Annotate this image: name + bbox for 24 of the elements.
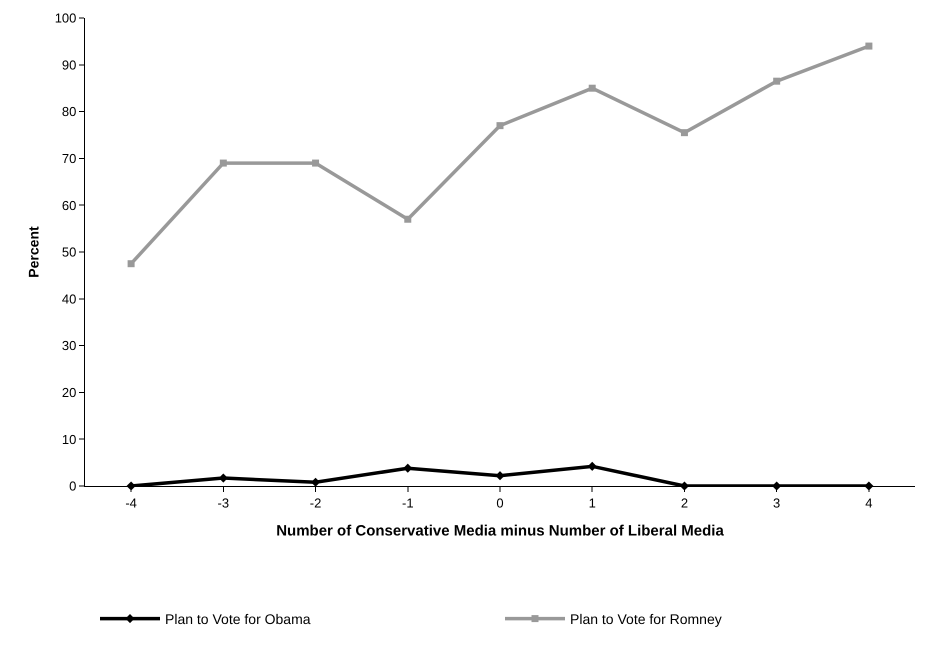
x-tick-label: -1 xyxy=(402,496,414,511)
y-tick-label: 60 xyxy=(62,198,76,213)
y-tick-label: 90 xyxy=(62,57,76,72)
x-tick-label: 2 xyxy=(680,496,688,511)
y-tick-label: 80 xyxy=(62,104,76,120)
y-tick-label: 50 xyxy=(62,244,76,260)
x-tick-label: 4 xyxy=(865,496,873,511)
y-axis-title: Percent xyxy=(25,226,42,278)
y-tick-label: 10 xyxy=(62,432,76,447)
x-tick-label: -4 xyxy=(125,496,137,511)
y-tick-label: 0 xyxy=(69,478,76,494)
x-tick-label: -2 xyxy=(310,496,322,511)
legend-label: Plan to Vote for Obama xyxy=(165,611,311,628)
x-tick-label: -3 xyxy=(218,496,230,511)
y-tick-label: 40 xyxy=(62,291,76,306)
y-tick-label: 70 xyxy=(62,150,76,166)
legend-label: Plan to Vote for Romney xyxy=(570,611,722,628)
x-tick-label: 3 xyxy=(773,496,780,511)
y-tick-label: 100 xyxy=(54,10,76,26)
y-tick-label: 20 xyxy=(62,384,76,400)
y-tick-label: 30 xyxy=(62,338,76,354)
x-tick-label: 1 xyxy=(588,496,596,511)
x-axis-title: Number of Conservative Media minus Number of Liberal Media xyxy=(276,522,724,540)
x-tick-label: 0 xyxy=(496,496,504,511)
